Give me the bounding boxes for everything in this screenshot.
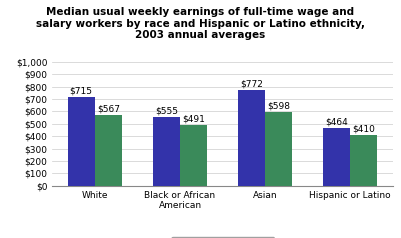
Text: $555: $555 [155,106,178,115]
Text: $410: $410 [352,124,375,134]
Bar [68,97,95,186]
Bar [180,125,207,186]
Text: $491: $491 [182,114,205,123]
Bar [95,115,122,186]
Legend: Men, Women: Men, Women [171,237,274,238]
Text: $598: $598 [267,101,290,110]
Text: $772: $772 [240,80,263,89]
Bar [265,112,292,186]
Text: $464: $464 [325,118,348,127]
Bar [323,128,350,186]
Text: $715: $715 [70,87,93,96]
Bar [238,90,265,186]
Text: Median usual weekly earnings of full-time wage and
salary workers by race and Hi: Median usual weekly earnings of full-tim… [36,7,365,40]
Text: $567: $567 [97,105,120,114]
Bar [350,135,377,186]
Bar [153,117,180,186]
